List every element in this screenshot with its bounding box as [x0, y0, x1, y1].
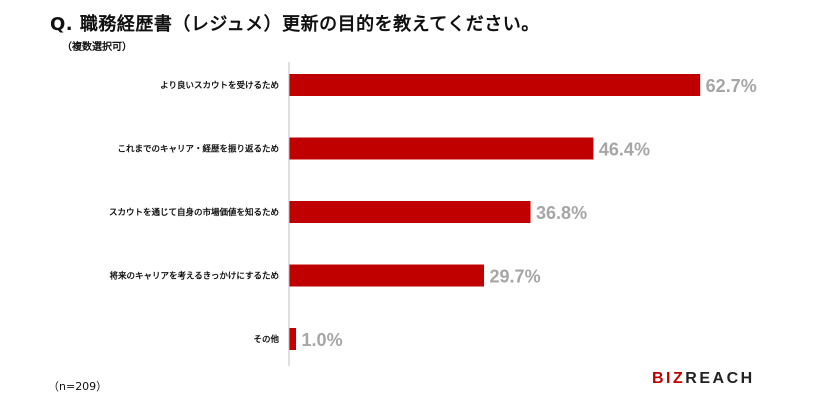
data-label: 29.7%	[490, 267, 541, 287]
bar	[289, 137, 594, 160]
bizreach-logo: BIZREACH	[652, 370, 755, 388]
bar	[289, 201, 531, 223]
data-label: 62.7%	[706, 76, 757, 96]
page-title: Q. 職務経歴書（レジュメ）更新の目的を教えてください。	[50, 14, 540, 35]
category-label: スカウトを通じて自身の市場価値を知るため	[109, 207, 279, 218]
bar	[289, 328, 297, 350]
data-label: 36.8%	[536, 203, 587, 223]
category-label: 将来のキャリアを考えるきっかけにするため	[110, 271, 280, 282]
bar	[289, 264, 485, 287]
data-label: 1.0%	[302, 330, 343, 350]
logo-text-rest: REACH	[685, 370, 755, 387]
page-subtitle: （複数選択可）	[62, 42, 132, 53]
bar	[289, 74, 701, 96]
sample-size-note: （n=209）	[48, 380, 108, 393]
category-label: より良いスカウトを受けるため	[160, 80, 279, 91]
logo-text-accent: BIZ	[652, 370, 686, 387]
data-label: 46.4%	[599, 140, 650, 160]
category-label: その他	[253, 334, 279, 345]
category-label: これまでのキャリア・経歴を振り返るため	[117, 144, 279, 155]
